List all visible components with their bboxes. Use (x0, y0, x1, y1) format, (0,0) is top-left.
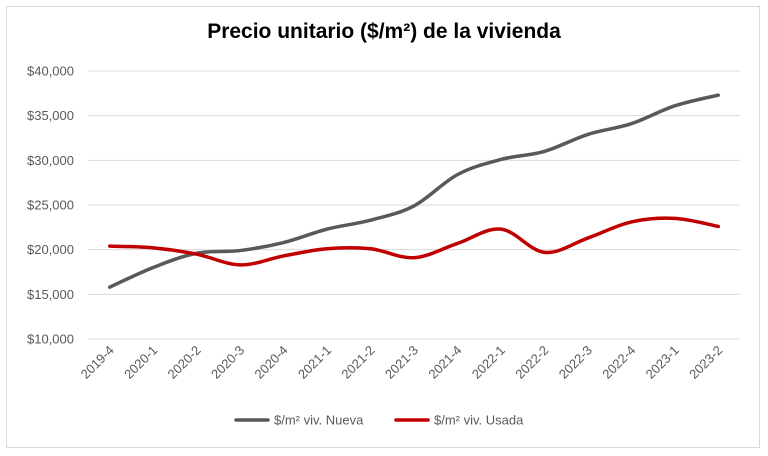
x-tick-label: 2023-2 (686, 343, 725, 382)
x-tick-label: 2021-3 (382, 343, 421, 382)
y-tick-label: $35,000 (27, 108, 74, 123)
series-lines (107, 93, 721, 289)
gridlines (88, 70, 740, 340)
legend-label: $/m² viv. Usada (434, 413, 524, 428)
legend: $/m² viv. Nueva $/m² viv. Usada (234, 413, 524, 428)
y-tick-label: $30,000 (27, 153, 74, 168)
y-tick-label: $20,000 (27, 242, 74, 257)
x-tick-label: 2021-4 (425, 343, 464, 382)
y-axis-ticks: $10,000 $15,000 $20,000 $25,000 $30,000 $35,0… (27, 64, 74, 347)
series-line-usada (107, 216, 721, 267)
y-tick-label: $40,000 (27, 64, 74, 79)
series-line-nueva (107, 93, 721, 289)
y-tick-label: $25,000 (27, 198, 74, 213)
x-tick-label: 2020-3 (208, 343, 247, 382)
x-tick-label: 2021-1 (295, 343, 334, 382)
x-tick-label: 2021-2 (338, 343, 377, 382)
x-tick-label: 2020-2 (165, 343, 204, 382)
x-tick-label: 2023-1 (643, 343, 682, 382)
x-tick-label: 2019-4 (78, 343, 117, 382)
x-axis-ticks: 2019-4 2020-1 2020-2 2020-3 2020-4 2021-1 2021… (78, 343, 726, 382)
x-tick-label: 2020-1 (121, 343, 160, 382)
x-tick-label: 2022-3 (556, 343, 595, 382)
x-tick-label: 2020-4 (251, 343, 290, 382)
x-tick-label: 2022-4 (599, 343, 638, 382)
x-tick-label: 2022-1 (469, 343, 508, 382)
y-tick-label: $15,000 (27, 287, 74, 302)
chart-title: Precio unitario ($/m²) de la vivienda (207, 20, 561, 43)
chart-frame (6, 6, 760, 448)
legend-label: $/m² viv. Nueva (274, 413, 364, 428)
x-tick-label: 2022-2 (512, 343, 551, 382)
y-tick-label: $10,000 (27, 332, 74, 347)
